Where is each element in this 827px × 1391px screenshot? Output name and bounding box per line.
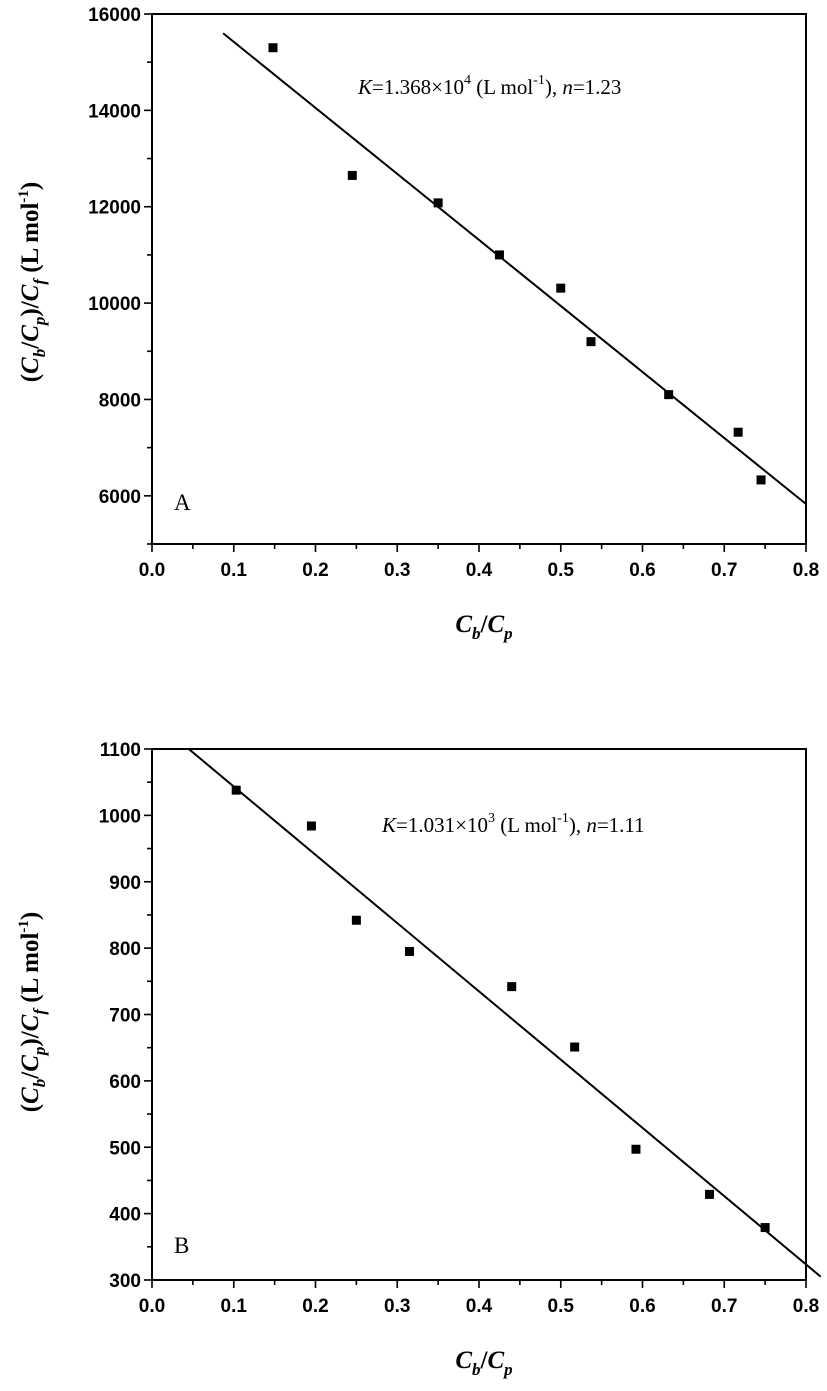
- data-point: [494, 250, 504, 260]
- x-tick-label: 0.5: [548, 560, 575, 581]
- fit-annotation: K=1.368×104 (L mol-1), n=1.23: [357, 73, 621, 99]
- fit-annotation: K=1.031×103 (L mol-1), n=1.11: [381, 811, 645, 837]
- data-point: [733, 427, 743, 437]
- x-tick-label: 0.1: [221, 560, 248, 581]
- fit-line: [222, 32, 807, 505]
- y-tick-label: 400: [109, 1205, 141, 1226]
- y-tick-label: 500: [109, 1138, 141, 1159]
- y-tick-label: 8000: [99, 390, 141, 411]
- x-tick-label: 0.2: [302, 1296, 328, 1317]
- data-point: [347, 170, 357, 180]
- x-tick-label: 0.7: [711, 1296, 737, 1317]
- x-tick-label: 0.6: [629, 1296, 655, 1317]
- x-tick-label: 0.3: [384, 1296, 410, 1317]
- y-tick-label: 10000: [88, 294, 141, 315]
- data-point: [631, 1144, 641, 1154]
- data-point: [556, 283, 566, 293]
- data-point: [231, 785, 241, 795]
- y-tick-labels: 6000 8000 10000 12000 14000 16000: [88, 5, 141, 508]
- chart-panel-b: 0.0 0.1 0.2 0.3 0.4 0.5 0.6 0.7 0.8 300 400 500 600…: [16, 740, 822, 1379]
- y-tick-label: 14000: [88, 101, 141, 122]
- x-tick-label: 0.0: [139, 1296, 165, 1317]
- fit-line: [188, 748, 822, 1278]
- y-tick-label: 300: [109, 1271, 141, 1292]
- data-point: [760, 1223, 770, 1233]
- y-tick-label: 800: [109, 939, 141, 960]
- data-point: [664, 390, 674, 400]
- x-tick-label: 0.0: [139, 560, 165, 581]
- data-point: [351, 915, 361, 925]
- y-tick-label: 900: [109, 873, 141, 894]
- x-tick-labels: 0.0 0.1 0.2 0.3 0.4 0.5 0.6 0.7 0.8: [139, 1296, 819, 1317]
- data-point: [570, 1042, 580, 1052]
- x-axis-title: Cb/Cp: [455, 1347, 512, 1379]
- data-point: [756, 475, 766, 485]
- x-tick-label: 0.8: [793, 1296, 819, 1317]
- x-tick-label: 0.7: [711, 560, 737, 581]
- y-tick-label: 600: [109, 1072, 141, 1093]
- y-tick-label: 6000: [99, 487, 141, 508]
- y-axis-title: (Cb/Cp)/Cf (L mol-1): [16, 182, 49, 383]
- x-tick-label: 0.4: [466, 560, 493, 581]
- data-point: [306, 821, 316, 831]
- panel-label: A: [174, 490, 191, 515]
- x-axis-title: Cb/Cp: [455, 611, 512, 643]
- data-point: [405, 946, 415, 956]
- y-tick-label: 700: [109, 1006, 141, 1027]
- axis-ticks: [144, 748, 807, 1288]
- data-point: [433, 198, 443, 208]
- x-tick-label: 0.5: [548, 1296, 575, 1317]
- axis-ticks: [144, 13, 807, 552]
- y-tick-label: 16000: [88, 5, 141, 26]
- chart-panel-a: 0.0 0.1 0.2 0.3 0.4 0.5 0.6 0.7 0.8 6000 8000 1000…: [16, 5, 819, 643]
- x-tick-label: 0.4: [466, 1296, 493, 1317]
- data-point: [268, 43, 278, 53]
- data-marks: [188, 748, 822, 1278]
- x-tick-label: 0.1: [221, 1296, 248, 1317]
- data-marks: [222, 32, 807, 505]
- y-tick-labels: 300 400 500 600 700 800 900 1000 1100: [99, 740, 141, 1292]
- data-point: [586, 337, 596, 347]
- x-tick-labels: 0.0 0.1 0.2 0.3 0.4 0.5 0.6 0.7 0.8: [139, 560, 819, 581]
- x-tick-label: 0.2: [302, 560, 328, 581]
- y-tick-label: 1000: [99, 806, 141, 827]
- y-tick-label: 12000: [88, 198, 141, 219]
- x-tick-label: 0.8: [793, 560, 819, 581]
- y-tick-label: 1100: [100, 740, 141, 761]
- x-tick-label: 0.3: [384, 560, 410, 581]
- data-point: [705, 1189, 715, 1199]
- data-point: [507, 982, 517, 992]
- y-axis-title: (Cb/Cp)/Cf (L mol-1): [16, 912, 49, 1113]
- panel-label: B: [174, 1233, 189, 1258]
- x-tick-label: 0.6: [629, 560, 655, 581]
